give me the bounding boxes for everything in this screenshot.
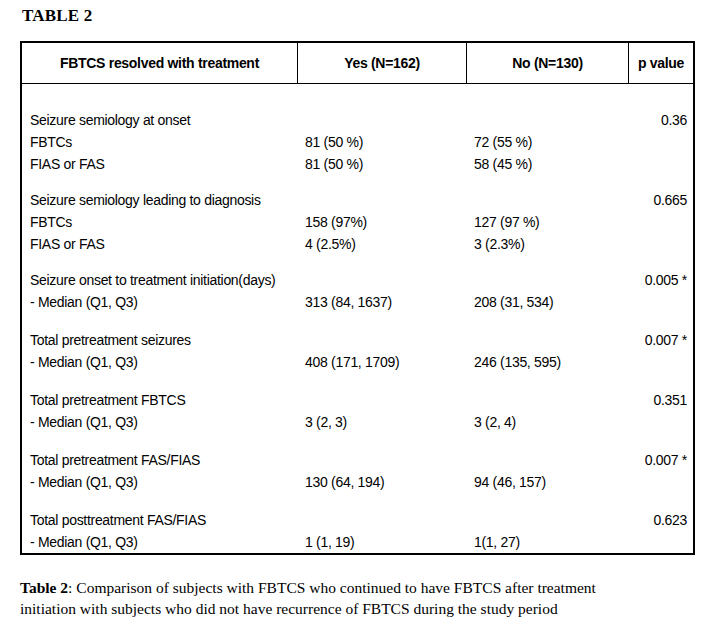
table-group: Total posttreatment FAS/FIAS0.623- Media… bbox=[22, 509, 693, 553]
no-cell-empty bbox=[467, 269, 629, 291]
table-row: - Median (Q1, Q3)1 (1, 19)1(1, 27) bbox=[22, 531, 693, 553]
table-row: - Median (Q1, Q3)3 (2, 3)3 (2, 4) bbox=[22, 411, 693, 433]
p-value-cell: 0.36 bbox=[629, 109, 693, 131]
p-value-cell: 0.623 bbox=[629, 509, 693, 531]
caption-text: : Comparison of subjects with FBTCS who … bbox=[20, 579, 596, 617]
no-cell-empty bbox=[467, 389, 629, 411]
no-cell-empty bbox=[467, 329, 629, 351]
table-group: Seizure onset to treatment initiation(da… bbox=[22, 269, 693, 313]
yes-cell-empty bbox=[298, 389, 467, 411]
no-value: 3 (2, 4) bbox=[467, 411, 629, 433]
yes-value: 130 (64, 194) bbox=[298, 471, 467, 493]
yes-value: 81 (50 %) bbox=[298, 131, 467, 153]
caption-label: Table 2 bbox=[20, 579, 68, 596]
no-cell-empty bbox=[467, 449, 629, 471]
header-cell-no: No (N=130) bbox=[467, 43, 629, 83]
no-cell-empty bbox=[467, 189, 629, 211]
data-table: FBTCS resolved with treatment Yes (N=162… bbox=[20, 41, 695, 555]
row-label: - Median (Q1, Q3) bbox=[22, 531, 298, 553]
yes-cell-empty bbox=[298, 189, 467, 211]
row-label: FIAS or FAS bbox=[22, 153, 298, 175]
table-row: FIAS or FAS81 (50 %)58 (45 %) bbox=[22, 153, 693, 175]
group-heading-label: Total posttreatment FAS/FIAS bbox=[22, 509, 298, 531]
p-value-cell: 0.665 bbox=[629, 189, 693, 211]
yes-cell-empty bbox=[298, 449, 467, 471]
header-cell-yes: Yes (N=162) bbox=[298, 43, 467, 83]
group-heading-row: Seizure semiology at onset 0.36 bbox=[22, 109, 693, 131]
group-heading-row: Seizure semiology leading to diagnosis 0.… bbox=[22, 189, 693, 211]
table-row: FIAS or FAS4 (2.5%)3 (2.3%) bbox=[22, 233, 693, 255]
group-heading-label: Total pretreatment seizures bbox=[22, 329, 298, 351]
p-value-cell: 0.351 bbox=[629, 389, 693, 411]
no-value: 72 (55 %) bbox=[467, 131, 629, 153]
no-value: 208 (31, 534) bbox=[467, 291, 629, 313]
p-value-cell: 0.005 * bbox=[629, 269, 693, 291]
group-heading-row: Total posttreatment FAS/FIAS 0.623 bbox=[22, 509, 693, 531]
p-value-cell: 0.007 * bbox=[629, 329, 693, 351]
no-value: 1(1, 27) bbox=[467, 531, 629, 553]
group-heading-label: Total pretreatment FAS/FIAS bbox=[22, 449, 298, 471]
no-value: 94 (46, 157) bbox=[467, 471, 629, 493]
yes-value: 3 (2, 3) bbox=[298, 411, 467, 433]
p-value-cell-empty bbox=[629, 211, 693, 233]
table-title: TABLE 2 bbox=[22, 6, 711, 26]
yes-value: 1 (1, 19) bbox=[298, 531, 467, 553]
group-heading-row: Seizure onset to treatment initiation(da… bbox=[22, 269, 693, 291]
header-cell-pvalue: p value bbox=[629, 43, 693, 83]
row-label: - Median (Q1, Q3) bbox=[22, 471, 298, 493]
p-value-cell-empty bbox=[629, 351, 693, 373]
table-row: - Median (Q1, Q3)408 (171, 1709)246 (135… bbox=[22, 351, 693, 373]
table-row: - Median (Q1, Q3)130 (64, 194)94 (46, 15… bbox=[22, 471, 693, 493]
table-caption: Table 2: Comparison of subjects with FBT… bbox=[20, 577, 642, 619]
group-heading-label: Total pretreatment FBTCS bbox=[22, 389, 298, 411]
table-row: - Median (Q1, Q3)313 (84, 1637)208 (31, … bbox=[22, 291, 693, 313]
group-heading-row: Total pretreatment seizures 0.007 * bbox=[22, 329, 693, 351]
row-label: FBTCs bbox=[22, 211, 298, 233]
no-cell-empty bbox=[467, 109, 629, 131]
p-value-cell-empty bbox=[629, 153, 693, 175]
group-heading-label: Seizure onset to treatment initiation(da… bbox=[22, 269, 298, 291]
table-group: Seizure semiology at onset0.36FBTCs81 (5… bbox=[22, 109, 693, 175]
no-cell-empty bbox=[467, 509, 629, 531]
table-body: Seizure semiology at onset0.36FBTCs81 (5… bbox=[22, 84, 693, 553]
row-label: - Median (Q1, Q3) bbox=[22, 411, 298, 433]
row-label: FIAS or FAS bbox=[22, 233, 298, 255]
p-value-cell-empty bbox=[629, 471, 693, 493]
group-heading-row: Total pretreatment FBTCS 0.351 bbox=[22, 389, 693, 411]
no-value: 58 (45 %) bbox=[467, 153, 629, 175]
row-label: - Median (Q1, Q3) bbox=[22, 291, 298, 313]
p-value-cell-empty bbox=[629, 291, 693, 313]
group-heading-label: Seizure semiology at onset bbox=[22, 109, 298, 131]
p-value-cell-empty bbox=[629, 531, 693, 553]
yes-value: 158 (97%) bbox=[298, 211, 467, 233]
no-value: 127 (97 %) bbox=[467, 211, 629, 233]
yes-cell-empty bbox=[298, 329, 467, 351]
p-value-cell-empty bbox=[629, 131, 693, 153]
p-value-cell: 0.007 * bbox=[629, 449, 693, 471]
table-group: Seizure semiology leading to diagnosis 0.… bbox=[22, 189, 693, 255]
group-heading-row: Total pretreatment FAS/FIAS 0.007 * bbox=[22, 449, 693, 471]
table-group: Total pretreatment FAS/FIAS0.007 *- Medi… bbox=[22, 449, 693, 493]
table-header-row: FBTCS resolved with treatment Yes (N=162… bbox=[22, 43, 693, 84]
yes-cell-empty bbox=[298, 109, 467, 131]
table-group: Total pretreatment FBTCS0.351- Median (Q… bbox=[22, 389, 693, 433]
no-value: 246 (135, 595) bbox=[467, 351, 629, 373]
p-value-cell-empty bbox=[629, 233, 693, 255]
no-value: 3 (2.3%) bbox=[467, 233, 629, 255]
group-heading-label: Seizure semiology leading to diagnosis bbox=[22, 189, 298, 211]
yes-cell-empty bbox=[298, 509, 467, 531]
yes-value: 4 (2.5%) bbox=[298, 233, 467, 255]
p-value-cell-empty bbox=[629, 411, 693, 433]
yes-cell-empty bbox=[298, 269, 467, 291]
row-label: - Median (Q1, Q3) bbox=[22, 351, 298, 373]
document-page: TABLE 2 FBTCS resolved with treatment Ye… bbox=[0, 0, 711, 639]
row-label: FBTCs bbox=[22, 131, 298, 153]
yes-value: 313 (84, 1637) bbox=[298, 291, 467, 313]
table-group: Total pretreatment seizures0.007 *- Medi… bbox=[22, 329, 693, 373]
yes-value: 408 (171, 1709) bbox=[298, 351, 467, 373]
header-cell-rowlabel: FBTCS resolved with treatment bbox=[22, 43, 298, 83]
table-row: FBTCs158 (97%)127 (97 %) bbox=[22, 211, 693, 233]
yes-value: 81 (50 %) bbox=[298, 153, 467, 175]
table-row: FBTCs81 (50 %)72 (55 %) bbox=[22, 131, 693, 153]
